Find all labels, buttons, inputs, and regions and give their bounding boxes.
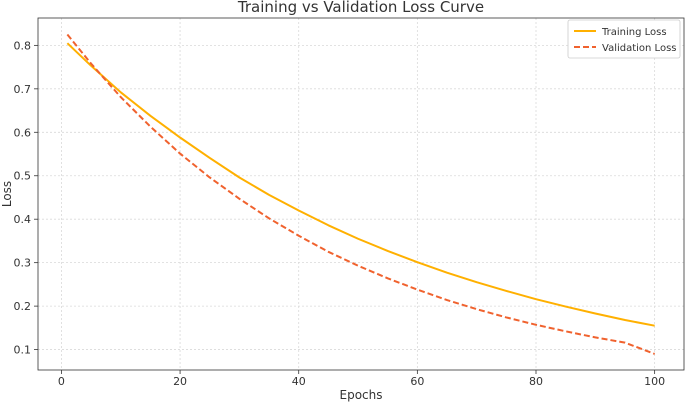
y-axis-label: Loss bbox=[0, 181, 14, 207]
x-tick-label: 0 bbox=[58, 375, 65, 388]
y-tick-label: 0.4 bbox=[14, 213, 32, 226]
legend-label-validation: Validation Loss bbox=[602, 43, 677, 54]
x-tick-label: 60 bbox=[410, 375, 424, 388]
y-tick-label: 0.8 bbox=[14, 39, 32, 52]
axis-ticks: 0 20 40 60 80 100 0.1 0.2 0.3 0.4 0.5 0.6 0.7 0.8 bbox=[14, 39, 666, 388]
grid bbox=[38, 18, 684, 370]
x-tick-label: 100 bbox=[644, 375, 665, 388]
validation-loss-line bbox=[66, 33, 655, 355]
y-tick-label: 0.2 bbox=[14, 300, 32, 313]
plot-frame bbox=[37, 17, 685, 371]
x-tick-label: 20 bbox=[173, 375, 187, 388]
y-tick-label: 0.3 bbox=[14, 257, 32, 270]
legend: Training Loss Validation Loss bbox=[567, 19, 681, 59]
y-tick-label: 0.1 bbox=[14, 344, 32, 357]
y-tick-label: 0.6 bbox=[14, 126, 32, 139]
y-tick-label: 0.5 bbox=[14, 170, 32, 183]
y-tick-label: 0.7 bbox=[14, 83, 32, 96]
x-tick-label: 80 bbox=[529, 375, 543, 388]
series-lines bbox=[66, 33, 655, 355]
x-tick-label: 40 bbox=[292, 375, 306, 388]
x-axis-label: Epochs bbox=[340, 388, 383, 402]
training-loss-line bbox=[66, 42, 655, 327]
chart-title: Training vs Validation Loss Curve bbox=[237, 0, 484, 16]
legend-label-training: Training Loss bbox=[601, 27, 667, 38]
legend-box bbox=[567, 19, 681, 59]
